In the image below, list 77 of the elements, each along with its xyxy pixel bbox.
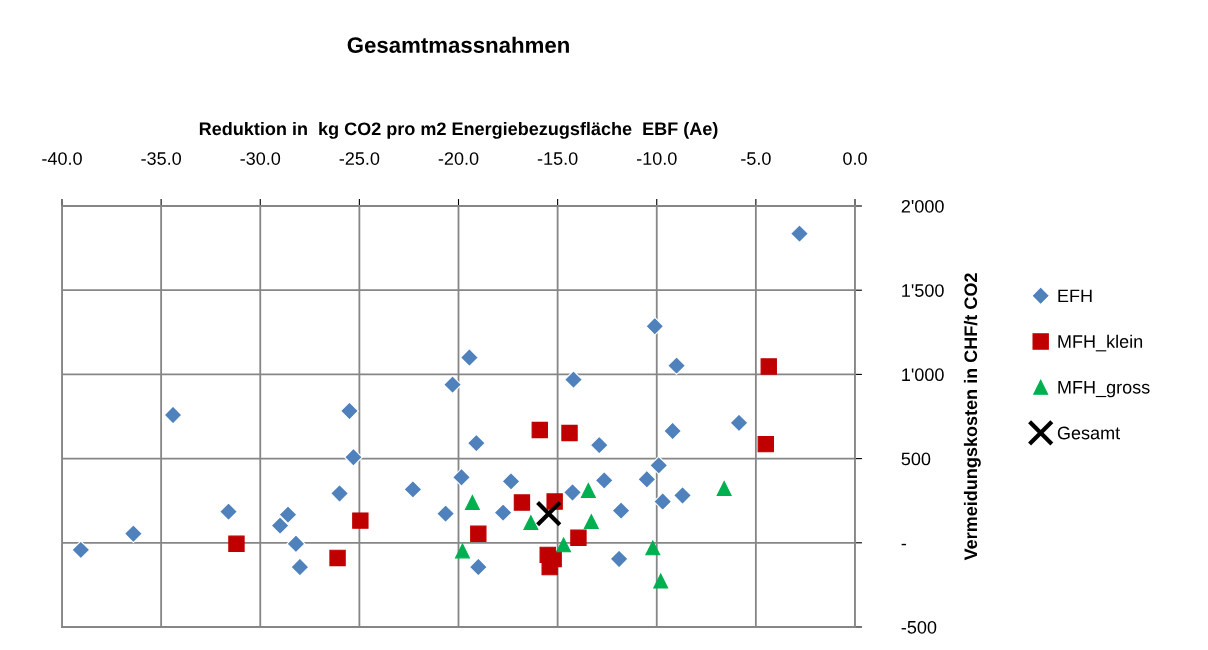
point (611, 501, 631, 521)
point (513, 494, 531, 511)
legend-label: MFH_klein (1058, 334, 1143, 352)
point (228, 535, 245, 553)
point (570, 529, 587, 546)
y-tick-label: -500 (901, 620, 937, 634)
point (645, 316, 665, 336)
point (564, 370, 583, 390)
point (454, 543, 470, 559)
point (716, 480, 732, 496)
x-tick-label: -5.0 (741, 152, 771, 165)
point (468, 557, 488, 577)
point (470, 525, 487, 542)
y-tick-label: 500 (901, 452, 931, 466)
legend-label: MFH_gross (1058, 381, 1150, 398)
point (123, 524, 143, 544)
point (649, 455, 669, 475)
x-axis-title: Reduktion in kg CO2 pro m2 Energiebezugsfläche EBF (Ae) (199, 121, 718, 139)
point (563, 483, 582, 502)
point (531, 421, 548, 439)
y-tick-label: - (901, 543, 907, 546)
x-tick-label: -40.0 (42, 152, 82, 165)
point (594, 470, 614, 490)
point (329, 549, 346, 567)
point (464, 495, 480, 511)
x-tick-label: -30.0 (240, 152, 281, 165)
y-axis-title: Vermeidungskosten in CHF/t CO2 (963, 273, 981, 561)
point (637, 469, 657, 489)
y-tick-label: 1'000 (902, 368, 944, 382)
point (523, 515, 539, 531)
point (452, 467, 471, 487)
point (653, 492, 673, 511)
point (653, 573, 669, 589)
point (340, 401, 359, 421)
point (760, 358, 777, 375)
point (344, 447, 363, 467)
point (352, 512, 369, 529)
point (645, 540, 661, 556)
point (663, 421, 683, 441)
point (556, 537, 572, 553)
legend-label: EFH (1058, 289, 1092, 303)
point (460, 348, 479, 367)
point (757, 435, 774, 453)
x-tick-label: -25.0 (339, 152, 380, 165)
point (580, 482, 596, 498)
x-tick-label: -15.0 (537, 152, 578, 165)
point (667, 356, 686, 376)
point (561, 424, 578, 442)
point (729, 413, 749, 433)
point (330, 484, 349, 503)
chart-title: Gesamtmassnahmen (347, 36, 569, 53)
point (163, 405, 183, 425)
point (278, 505, 298, 525)
point (436, 504, 456, 524)
legend-label: Gesamt (1057, 426, 1121, 440)
point (589, 435, 609, 455)
x-tick-label: 0.0 (843, 152, 867, 165)
point (219, 502, 238, 522)
point (71, 540, 91, 560)
x-tick-label: -20.0 (438, 152, 479, 165)
point (790, 224, 809, 244)
point (535, 500, 562, 527)
x-tick-label: -10.0 (636, 152, 677, 165)
point (466, 433, 486, 453)
point (583, 514, 599, 530)
point (609, 549, 629, 569)
point (493, 503, 513, 523)
y-tick-label: 2'000 (901, 199, 944, 213)
point (290, 557, 310, 577)
point (501, 471, 521, 491)
y-tick-label: 1'500 (902, 284, 944, 297)
x-tick-label: -35.0 (141, 152, 181, 165)
point (443, 375, 462, 395)
point (286, 534, 306, 554)
point (403, 480, 423, 499)
point (270, 516, 290, 536)
point (673, 486, 692, 505)
